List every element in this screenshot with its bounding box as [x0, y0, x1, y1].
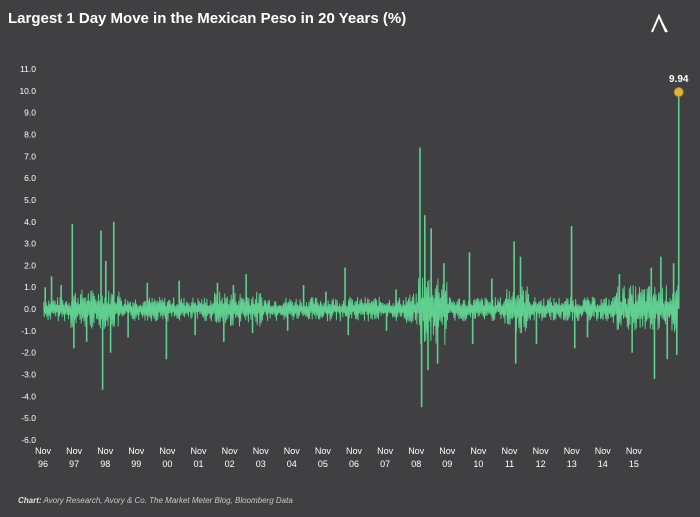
- x-tick-label: Nov: [564, 446, 581, 456]
- y-tick-label: -2.0: [21, 348, 36, 358]
- x-tick-label: 06: [349, 459, 359, 469]
- x-tick-label: 96: [38, 459, 48, 469]
- x-tick-label: Nov: [284, 446, 301, 456]
- x-tick-label: Nov: [66, 446, 83, 456]
- x-tick-label: Nov: [595, 446, 612, 456]
- x-tick-label: 97: [69, 459, 79, 469]
- x-tick-label: 11: [505, 459, 514, 469]
- x-tick-label: 08: [411, 459, 421, 469]
- x-tick-label: Nov: [315, 446, 332, 456]
- x-tick-label: Nov: [346, 446, 363, 456]
- x-tick-label: Nov: [128, 446, 145, 456]
- x-tick-label: 02: [225, 459, 235, 469]
- chart-title: Largest 1 Day Move in the Mexican Peso i…: [8, 10, 407, 27]
- y-tick-label: 1.0: [24, 282, 36, 292]
- x-tick-label: Nov: [408, 446, 425, 456]
- x-tick-label: 14: [598, 459, 608, 469]
- x-tick-label: 01: [193, 459, 203, 469]
- x-tick-label: 09: [442, 459, 452, 469]
- brand-logo-icon: [651, 14, 668, 33]
- y-tick-label: 11.0: [20, 64, 36, 74]
- x-tick-label: Nov: [626, 446, 643, 456]
- peak-label: 9.94: [669, 74, 689, 85]
- x-tick-label: Nov: [533, 446, 550, 456]
- y-tick-label: 3.0: [24, 239, 36, 249]
- y-tick-label: -6.0: [21, 435, 36, 445]
- x-tick-label: 99: [131, 459, 141, 469]
- x-tick-label: Nov: [377, 446, 394, 456]
- x-tick-label: Nov: [439, 446, 456, 456]
- y-tick-label: 0.0: [24, 304, 36, 314]
- x-tick-label: Nov: [159, 446, 176, 456]
- x-tick-label: 04: [287, 459, 297, 469]
- x-tick-label: 15: [629, 459, 639, 469]
- x-tick-label: Nov: [253, 446, 270, 456]
- x-tick-label: 10: [473, 459, 483, 469]
- x-tick-label: 03: [256, 459, 266, 469]
- y-tick-label: 4.0: [24, 217, 36, 227]
- x-tick-label: 07: [380, 459, 390, 469]
- x-tick-label: Nov: [222, 446, 239, 456]
- y-tick-label: -4.0: [21, 391, 36, 401]
- x-tick-label: Nov: [470, 446, 487, 456]
- x-tick-label: Nov: [97, 446, 114, 456]
- y-tick-label: 2.0: [24, 260, 36, 270]
- y-tick-label: 6.0: [24, 173, 36, 183]
- x-tick-label: 05: [318, 459, 328, 469]
- source-label: Chart:: [18, 496, 42, 505]
- y-tick-label: 9.0: [24, 108, 36, 118]
- y-tick-label: -5.0: [21, 413, 36, 423]
- peak-marker: [673, 87, 684, 98]
- y-tick-label: 5.0: [24, 195, 36, 205]
- x-tick-label: 00: [162, 459, 172, 469]
- y-tick-label: -3.0: [21, 370, 36, 380]
- x-tick-label: 13: [567, 459, 577, 469]
- x-tick-label: Nov: [35, 446, 52, 456]
- y-tick-label: 8.0: [24, 129, 36, 139]
- x-tick-label: 98: [100, 459, 110, 469]
- series-noise-line: [43, 277, 679, 345]
- x-tick-label: Nov: [190, 446, 207, 456]
- y-tick-label: 10.0: [19, 86, 36, 96]
- y-tick-label: 7.0: [24, 151, 36, 161]
- y-tick-label: -1.0: [21, 326, 36, 336]
- source-text: Avory Research, Avory & Co. The Market M…: [43, 496, 293, 505]
- chart-source-note: Chart: Avory Research, Avory & Co. The M…: [18, 496, 293, 505]
- x-tick-label: 12: [536, 459, 546, 469]
- x-tick-label: Nov: [501, 446, 518, 456]
